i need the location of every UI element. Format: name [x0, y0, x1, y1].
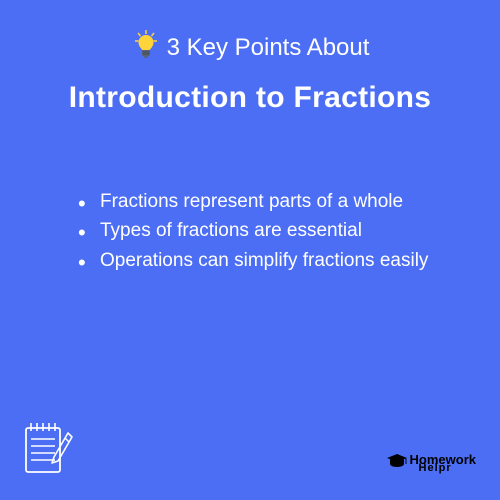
lightbulb-icon	[131, 28, 161, 67]
brand-line2: Helpr	[410, 464, 476, 472]
notepad-icon	[22, 419, 78, 482]
brand-text: Homework Helpr	[410, 455, 476, 473]
subtitle-row: 3 Key Points About	[0, 28, 500, 67]
key-points-list: Fractions represent parts of a whole Typ…	[0, 187, 500, 275]
graduation-cap-icon	[386, 453, 408, 474]
list-item: Fractions represent parts of a whole	[78, 187, 500, 216]
page-title: Introduction to Fractions	[0, 81, 500, 115]
brand-logo: Homework Helpr	[386, 453, 476, 474]
subtitle: 3 Key Points About	[167, 34, 370, 62]
header: 3 Key Points About Introduction to Fract…	[0, 0, 500, 115]
list-item: Types of fractions are essential	[78, 216, 500, 245]
list-item: Operations can simplify fractions easily	[78, 246, 500, 275]
